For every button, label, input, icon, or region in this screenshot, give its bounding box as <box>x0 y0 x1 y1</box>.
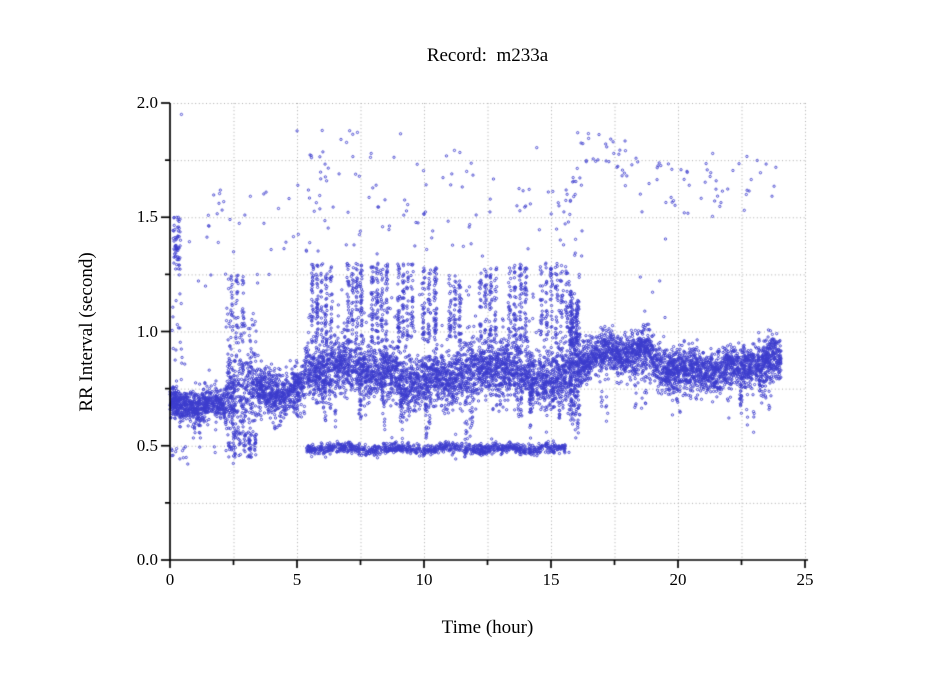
x-tick-label: 20 <box>669 570 687 589</box>
x-tick-label: 5 <box>292 570 302 589</box>
x-tick-label: 15 <box>542 570 560 589</box>
y-tick-label: 1.5 <box>136 207 158 227</box>
x-tick-label: 10 <box>415 570 433 589</box>
x-axis-label: Time (hour) <box>441 617 534 638</box>
chart-title: Record: m233a <box>426 45 549 66</box>
y-tick-label: 0.5 <box>136 435 158 455</box>
y-axis-label: RR Interval (second) <box>76 252 97 412</box>
y-tick-label: 0.0 <box>136 550 158 569</box>
y-tick-label: 2.0 <box>136 93 158 112</box>
x-tick-label: 25 <box>796 570 814 589</box>
x-tick-label: 0 <box>165 570 175 589</box>
y-tick-label: 1.0 <box>136 321 158 341</box>
